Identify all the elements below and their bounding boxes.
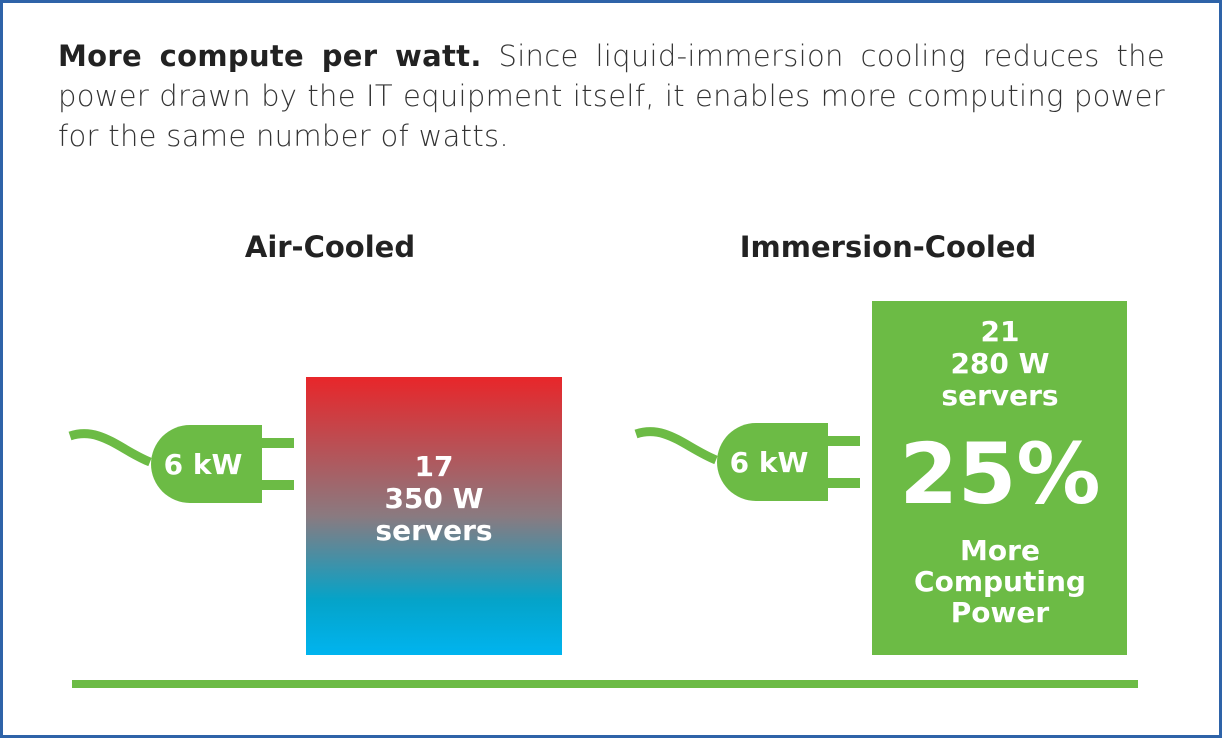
highlight-line: Power xyxy=(950,596,1050,629)
panel-title: Air-Cooled xyxy=(244,230,416,264)
plug-label: 6 kW xyxy=(729,446,809,479)
intro-text: Since liquid-immersion cooling reduces t… xyxy=(58,39,1165,153)
air-box xyxy=(306,377,562,655)
box-line: 350 W xyxy=(384,482,484,515)
highlight: 25% xyxy=(899,425,1101,523)
box-line: servers xyxy=(941,379,1059,412)
box-line: 280 W xyxy=(950,347,1050,380)
ground-line xyxy=(72,680,1138,688)
box-line: 17 xyxy=(414,450,454,483)
box-line: servers xyxy=(375,514,493,547)
plug-immersion xyxy=(634,423,860,501)
box-line: 21 xyxy=(980,315,1020,348)
immersion-box xyxy=(872,301,1127,655)
intro: More compute per watt. Since liquid-imme… xyxy=(58,36,1165,156)
highlight-line: Computing xyxy=(914,565,1086,598)
plug-air xyxy=(68,425,294,503)
panel-title: Immersion-Cooled xyxy=(739,230,1037,264)
plug-label: 6 kW xyxy=(163,448,243,481)
intro-lead: More compute per watt. xyxy=(58,39,482,73)
highlight-line: More xyxy=(960,534,1040,567)
